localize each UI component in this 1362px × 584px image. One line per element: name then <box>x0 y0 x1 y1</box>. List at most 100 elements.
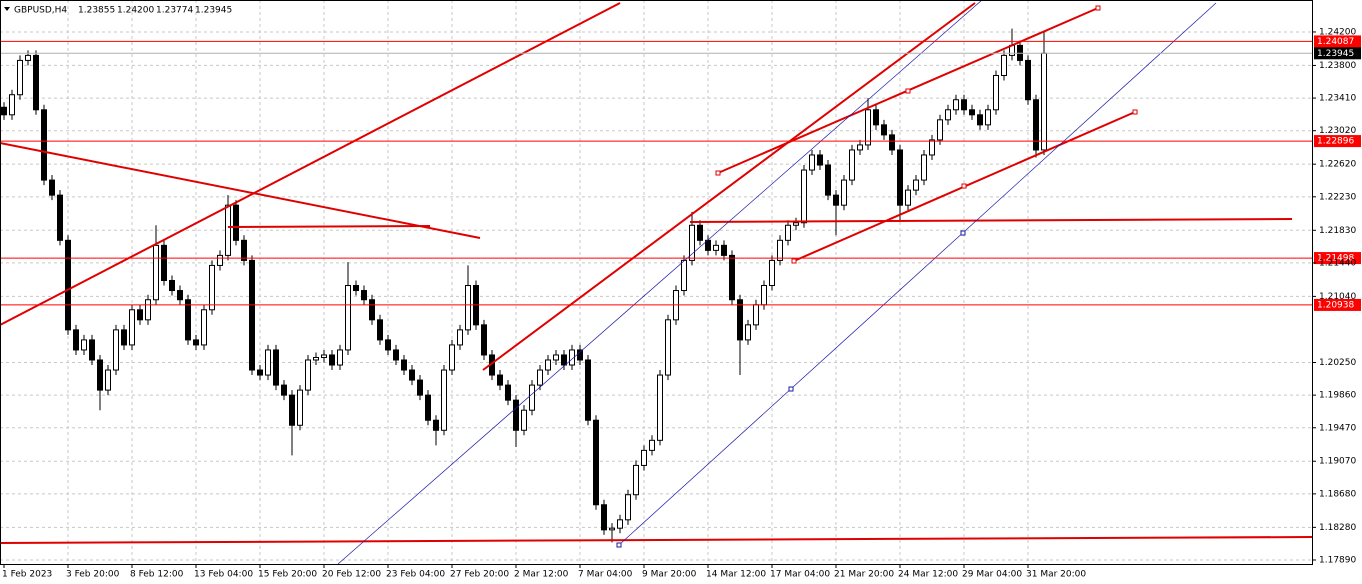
candle-body <box>169 279 175 292</box>
candle-body <box>353 285 359 292</box>
handle[interactable] <box>616 542 622 548</box>
handle[interactable] <box>791 258 797 264</box>
candle-body <box>817 154 823 166</box>
candle-body <box>457 329 463 346</box>
candle-body <box>761 285 767 306</box>
candle-body <box>825 164 831 196</box>
candle-body <box>585 359 591 421</box>
candle-body <box>505 384 511 401</box>
x-tick-label: 27 Feb 20:00 <box>450 570 509 580</box>
candle-body <box>513 399 519 431</box>
x-tick-label: 31 Mar 20:00 <box>1026 570 1086 580</box>
candle-body <box>657 374 663 441</box>
candle-body <box>841 179 847 206</box>
handle[interactable] <box>961 183 967 189</box>
quote-low: 1.23774 <box>156 6 193 16</box>
y-tick-label: 1.22230 <box>1319 192 1356 202</box>
candle-body <box>241 239 247 261</box>
candle-body <box>497 374 503 386</box>
symbol: GBPUSD,H4 <box>14 6 67 16</box>
handle[interactable] <box>1095 5 1101 11</box>
candle-body <box>873 109 879 126</box>
candle-body <box>569 349 575 366</box>
candle-body <box>449 344 455 371</box>
x-tick-label: 29 Mar 04:00 <box>962 570 1022 580</box>
level-label-box <box>1314 252 1361 265</box>
trend-line <box>482 2 976 371</box>
candle-body <box>9 94 15 116</box>
candle-body <box>41 109 47 181</box>
candle-body <box>577 349 583 361</box>
candle-body <box>113 329 119 371</box>
candle-body <box>737 299 743 341</box>
candle-body <box>689 224 695 261</box>
level-label: 1.22896 <box>1317 137 1354 147</box>
y-tick-label: 1.19470 <box>1319 423 1356 433</box>
candle-body <box>769 259 775 287</box>
trend-line <box>0 2 621 326</box>
collapse-arrow[interactable] <box>4 7 10 11</box>
x-tick-label: 23 Feb 04:00 <box>386 570 445 580</box>
candle-body <box>601 504 607 531</box>
x-tick-label: 3 Feb 20:00 <box>66 570 120 580</box>
candle-body <box>89 339 95 361</box>
candle-body <box>273 349 279 386</box>
current-price-label: 1.23945 <box>1317 49 1354 59</box>
handle[interactable] <box>960 230 966 236</box>
level-label-box <box>1314 298 1361 311</box>
y-tick-label: 1.18280 <box>1319 523 1356 533</box>
candle-body <box>721 244 727 256</box>
candle-body <box>393 349 399 361</box>
candle-body <box>305 359 311 391</box>
level-label-box <box>1314 135 1361 148</box>
candle-body <box>921 154 927 181</box>
handle[interactable] <box>788 386 794 392</box>
candle-body <box>225 204 231 256</box>
candle-body <box>609 527 615 531</box>
candle-body <box>345 285 351 351</box>
handle[interactable] <box>1132 109 1138 115</box>
channel-line <box>618 2 1217 546</box>
candle-body <box>265 349 271 376</box>
candle-body <box>929 139 935 156</box>
candle-body <box>401 359 407 371</box>
candle-body <box>865 109 871 146</box>
candle-body <box>1025 59 1031 101</box>
candle-body <box>361 290 367 301</box>
handle[interactable] <box>715 170 721 176</box>
y-tick-label: 1.18680 <box>1319 489 1356 499</box>
candle-body <box>145 299 151 321</box>
candle-body <box>417 379 423 396</box>
candle-body <box>49 179 55 196</box>
header: GBPUSD,H4 1.23855 1.24200 1.23774 1.2394… <box>4 6 232 16</box>
candle-body <box>793 222 799 226</box>
candle-body <box>481 324 487 356</box>
x-tick-label: 21 Mar 20:00 <box>834 570 894 580</box>
candle-body <box>105 369 111 391</box>
candle-body <box>785 224 791 241</box>
candle-body <box>913 179 919 191</box>
candle-body <box>745 324 751 341</box>
candle-body <box>337 349 343 366</box>
candle-body <box>97 359 103 391</box>
handle[interactable] <box>905 88 911 94</box>
x-tick-label: 8 Feb 12:00 <box>130 570 184 580</box>
candle-body <box>953 99 959 111</box>
y-tick-label: 1.23800 <box>1319 61 1356 71</box>
candle-body <box>545 359 551 371</box>
candle-body <box>697 224 703 241</box>
x-tick-label: 20 Feb 12:00 <box>322 570 381 580</box>
candle-body <box>961 99 967 111</box>
x-tick-label: 9 Mar 20:00 <box>642 570 697 580</box>
candle-body <box>25 54 31 61</box>
quote-high: 1.24200 <box>117 6 154 16</box>
candle-body <box>777 239 783 261</box>
candle-body <box>801 169 807 224</box>
candle-body <box>137 309 143 321</box>
y-tick-label: 1.24200 <box>1319 27 1356 37</box>
candle-body <box>17 59 23 96</box>
candles <box>1 28 1047 543</box>
candle-body <box>521 409 527 431</box>
candle-body <box>129 309 135 346</box>
candle-body <box>369 299 375 321</box>
